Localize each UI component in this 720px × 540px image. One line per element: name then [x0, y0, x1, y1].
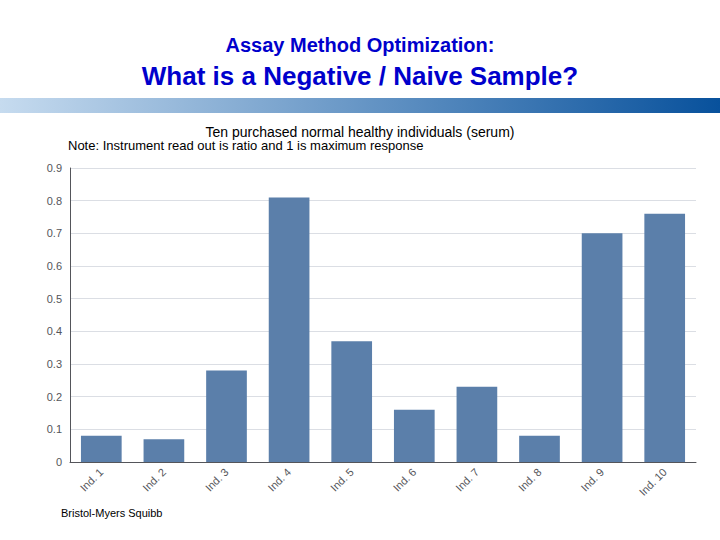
svg-text:0.5: 0.5 — [47, 293, 62, 305]
svg-text:0.4: 0.4 — [47, 325, 62, 337]
svg-text:Ind. 5: Ind. 5 — [328, 466, 356, 494]
svg-text:Ind. 7: Ind. 7 — [453, 466, 481, 494]
svg-text:Ind. 6: Ind. 6 — [391, 466, 419, 494]
svg-text:0.3: 0.3 — [47, 358, 62, 370]
svg-text:0.7: 0.7 — [47, 227, 62, 239]
svg-text:Ind. 3: Ind. 3 — [203, 466, 231, 494]
svg-text:0.6: 0.6 — [47, 260, 62, 272]
svg-text:Ind. 2: Ind. 2 — [140, 466, 168, 494]
svg-text:0: 0 — [56, 456, 62, 468]
svg-text:0.1: 0.1 — [47, 423, 62, 435]
svg-text:What is a Negative / Naive Sam: What is a Negative / Naive Sample? — [142, 61, 578, 91]
svg-text:Ind. 10: Ind. 10 — [637, 466, 669, 498]
svg-text:Assay Method Optimization:: Assay Method Optimization: — [226, 34, 495, 56]
svg-text:0.8: 0.8 — [47, 195, 62, 207]
svg-text:Bristol-Myers Squibb: Bristol-Myers Squibb — [61, 507, 162, 519]
svg-text:0.9: 0.9 — [47, 162, 62, 174]
svg-text:Note: Instrument read out is r: Note: Instrument read out is ratio and 1… — [68, 138, 424, 153]
svg-text:Ind. 9: Ind. 9 — [578, 466, 606, 494]
svg-text:0.2: 0.2 — [47, 391, 62, 403]
svg-text:Ind. 4: Ind. 4 — [265, 466, 293, 494]
svg-text:Ind. 8: Ind. 8 — [516, 466, 544, 494]
svg-text:Ind. 1: Ind. 1 — [78, 466, 106, 494]
svg-text:Ten purchased normal healthy i: Ten purchased normal healthy individuals… — [206, 124, 515, 140]
